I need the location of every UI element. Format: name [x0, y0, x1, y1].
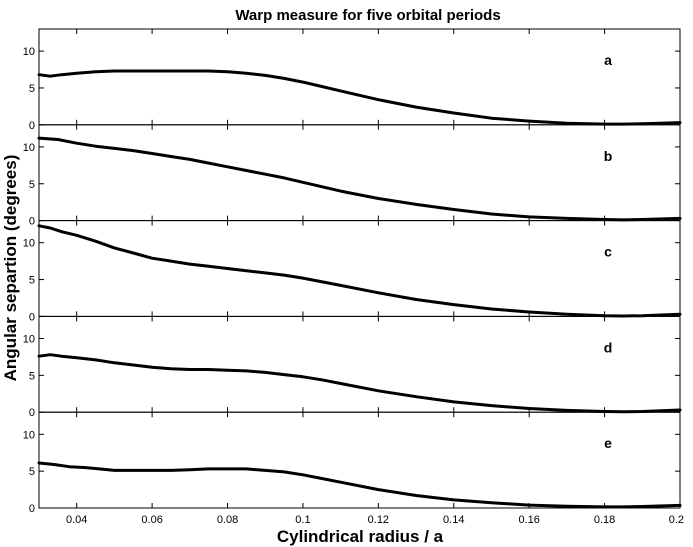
panel-frame [38, 124, 681, 222]
y-tick-label: 0 [29, 120, 35, 132]
y-tick-label: 5 [29, 83, 35, 95]
x-tick-label: 0.04 [66, 514, 87, 526]
panel-b: 0 5 10 b [23, 124, 682, 228]
x-axis-label: Cylindrical radius / a [277, 527, 444, 546]
panel-frame [38, 411, 681, 509]
x-tick-label: 0.1 [295, 514, 310, 526]
y-tick-label: 10 [23, 334, 35, 346]
x-tick-label: 0.16 [518, 514, 539, 526]
series-line-e [37, 461, 682, 509]
panels-group: 0 5 10 a 0 5 10 b 0 5 10 c 0 5 10 d 0 5 10 e [23, 28, 682, 515]
panel-c: 0 5 10 c [23, 220, 682, 323]
x-tick-label: 0.2 [669, 514, 684, 526]
y-tick-label: 10 [23, 142, 35, 154]
x-tick-labels: 0.04 0.06 0.08 0.1 0.12 0.14 0.16 0.18 0.2 [66, 514, 684, 526]
y-tick-label: 10 [23, 238, 35, 250]
series-line-b [37, 136, 682, 222]
chart-title: Warp measure for five orbital periods [235, 7, 500, 24]
y-tick-label: 5 [29, 370, 35, 382]
y-tick-label: 0 [29, 407, 35, 419]
y-tick-label: 5 [29, 179, 35, 191]
y-tick-label: 0 [29, 503, 35, 515]
x-tick-label: 0.14 [443, 514, 464, 526]
panel-frame [38, 220, 681, 317]
y-tick-label: 0 [29, 216, 35, 228]
series-line-c [37, 224, 682, 318]
panel-frame [38, 28, 681, 126]
y-tick-label: 0 [29, 311, 35, 323]
y-tick-label: 5 [29, 275, 35, 287]
x-tick-label: 0.06 [141, 514, 162, 526]
y-tick-label: 5 [29, 466, 35, 478]
series-line-a [37, 69, 682, 126]
y-axis-label: Angular separtion (degrees) [1, 155, 20, 382]
x-tick-label: 0.12 [368, 514, 389, 526]
panel-d: 0 5 10 d [23, 315, 682, 419]
panel-label: b [604, 148, 613, 164]
y-tick-label: 10 [23, 429, 35, 441]
panel-label: a [604, 52, 612, 68]
series-line-d [37, 353, 682, 414]
panel-label: d [604, 339, 613, 355]
x-tick-label: 0.18 [594, 514, 615, 526]
panel-label: c [604, 244, 612, 260]
y-tick-label: 10 [23, 46, 35, 58]
panel-e: 0 5 10 e [23, 411, 682, 515]
panel-label: e [604, 435, 612, 451]
x-tick-label: 0.08 [217, 514, 238, 526]
panel-a: 0 5 10 a [23, 28, 682, 132]
